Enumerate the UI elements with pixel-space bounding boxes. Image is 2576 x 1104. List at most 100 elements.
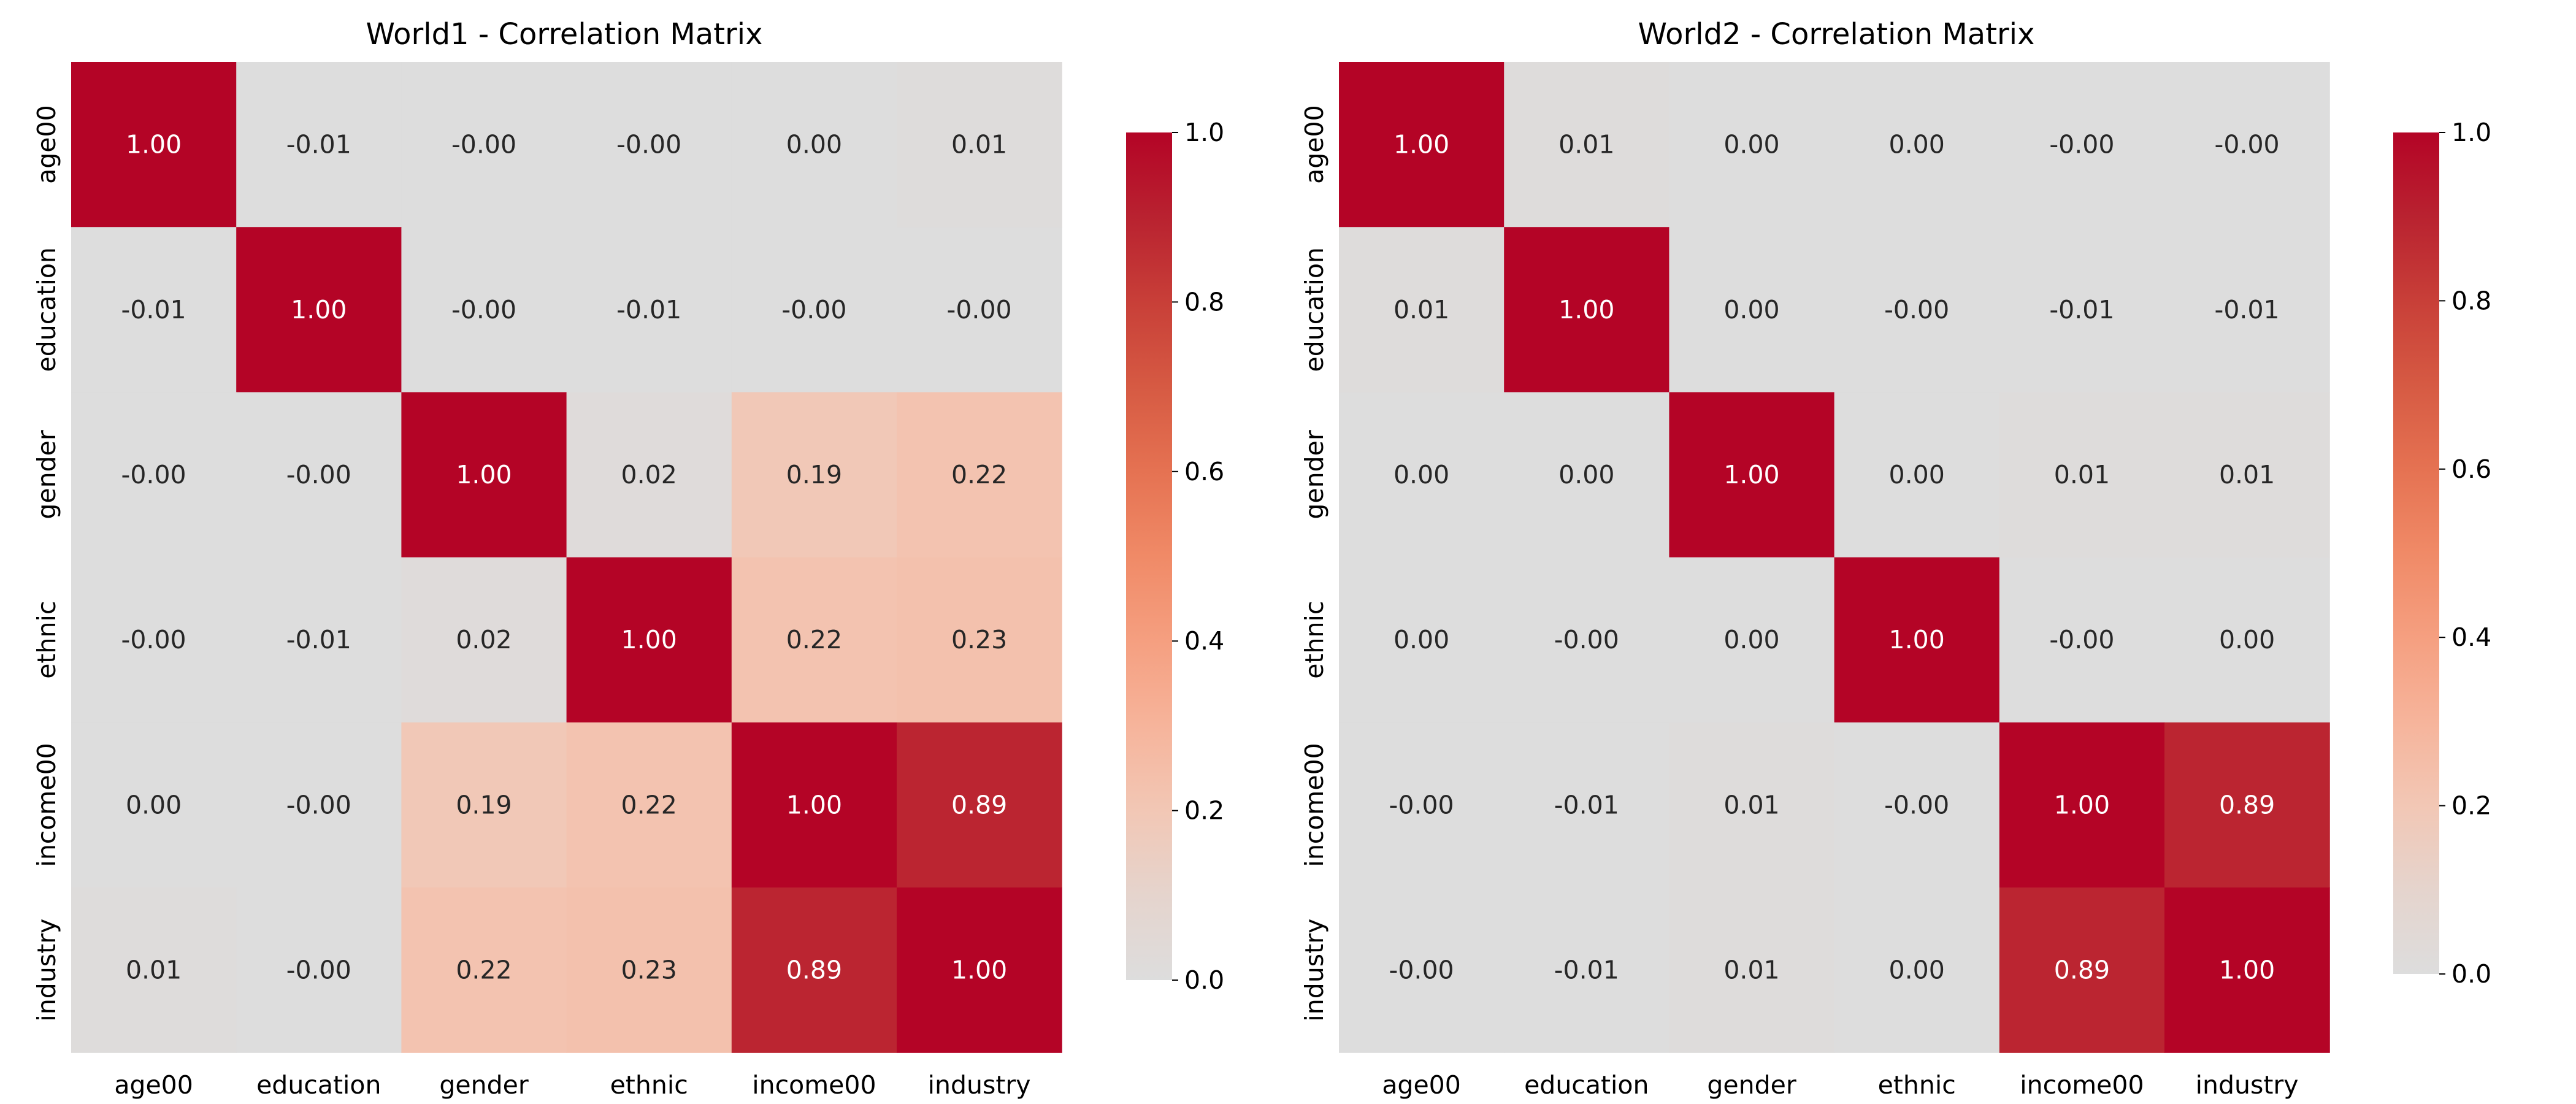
- cell-label: -0.01: [286, 625, 351, 654]
- colorbar-tick-label: 1.0: [2451, 118, 2491, 147]
- y-tick-label: industry: [1300, 919, 1329, 1022]
- heatmap-cell: [1834, 887, 2000, 1053]
- heatmap-cell: [236, 227, 402, 393]
- cell-label: -0.00: [1389, 790, 1454, 819]
- heatmap-cell: [1504, 722, 1669, 888]
- cell-label: 0.00: [1393, 625, 1449, 654]
- heatmap-cell: [1834, 392, 2000, 558]
- heatmap-cell: [401, 887, 567, 1053]
- heatmap-cell: [1834, 722, 2000, 888]
- heatmap-cell: [71, 557, 237, 723]
- cell-label: -0.00: [286, 460, 351, 489]
- cell-label: -0.00: [2215, 130, 2280, 159]
- heatmap-cell: [1339, 227, 1505, 393]
- heatmap-cell: [897, 887, 1062, 1053]
- heatmap-cell: [897, 557, 1062, 723]
- cell-label: 0.01: [1393, 295, 1449, 324]
- y-tick-label: ethnic: [1300, 601, 1329, 679]
- heatmap-cell: [401, 62, 567, 228]
- heatmap-cell: [236, 62, 402, 228]
- cell-label: 0.01: [951, 130, 1007, 159]
- colorbar-tick-label: 0.6: [2451, 454, 2491, 484]
- cell-label: 0.00: [1723, 130, 1779, 159]
- heatmap-cell: [236, 557, 402, 723]
- heatmap-cell: [1999, 887, 2165, 1053]
- cell-label: 0.00: [1393, 460, 1449, 489]
- heatmap-cell: [731, 722, 897, 888]
- x-tick-labels: age00 education gender ethnic income00 i…: [114, 1070, 1030, 1100]
- heatmap-cell: [1669, 227, 1835, 393]
- heatmap-cell: [897, 722, 1062, 888]
- heatmap-cell: [71, 227, 237, 393]
- heatmap-cell: [566, 557, 732, 723]
- heatmap-cell: [2164, 887, 2330, 1053]
- cell-label: 1.00: [786, 790, 842, 819]
- colorbar: 0.0 0.2 0.4 0.6 0.8 1.0: [1126, 118, 1224, 995]
- cell-label: -0.00: [1554, 625, 1619, 654]
- y-tick-label: education: [32, 247, 61, 372]
- colorbar-tick-label: 0.8: [1184, 287, 1224, 316]
- heatmap-cell: [897, 227, 1062, 393]
- heatmap-cell: [1834, 227, 2000, 393]
- cell-label: 1.00: [291, 295, 347, 324]
- colorbar-gradient: [2393, 132, 2439, 974]
- cell-label: -0.00: [451, 130, 516, 159]
- cell-label: -0.00: [2049, 625, 2114, 654]
- cell-label: -0.01: [1554, 956, 1619, 985]
- y-tick-label: age00: [32, 105, 61, 184]
- cell-label: 1.00: [1393, 130, 1449, 159]
- cell-label: -0.01: [616, 295, 681, 324]
- cell-label: -0.00: [286, 790, 351, 819]
- heatmap-cell: [2164, 557, 2330, 723]
- heatmap-cell: [731, 62, 897, 228]
- cell-label: 0.01: [2219, 460, 2275, 489]
- heatmap-cell: [401, 392, 567, 558]
- heatmap-cell: [1339, 557, 1505, 723]
- heatmap-cell: [71, 887, 237, 1053]
- heatmap-cell: [566, 392, 732, 558]
- cell-label: 0.00: [1723, 295, 1779, 324]
- heatmap-cell: [1504, 557, 1669, 723]
- y-tick-label: industry: [32, 919, 61, 1022]
- y-tick-label: income00: [32, 743, 61, 867]
- x-tick-label: age00: [114, 1070, 193, 1100]
- heatmap-cell: [71, 722, 237, 888]
- cell-label: -0.00: [2049, 130, 2114, 159]
- x-tick-label: gender: [1707, 1070, 1796, 1100]
- heatmap-cell: [401, 557, 567, 723]
- heatmap-cell: [1339, 887, 1505, 1053]
- panel-title: World1 - Correlation Matrix: [366, 17, 763, 52]
- heatmap-cell: [731, 227, 897, 393]
- colorbar: 0.0 0.2 0.4 0.6 0.8 1.0: [2393, 118, 2491, 989]
- cell-label: 0.89: [951, 790, 1007, 819]
- cell-label: 1.00: [2219, 956, 2275, 985]
- cell-label: -0.00: [947, 295, 1012, 324]
- heatmap-cell: [1339, 722, 1505, 888]
- x-tick-label: education: [256, 1070, 381, 1100]
- heatmap-cell: [1999, 392, 2165, 558]
- x-tick-label: ethnic: [610, 1070, 688, 1100]
- cell-label: -0.00: [781, 295, 846, 324]
- cell-label: 0.00: [1558, 460, 1614, 489]
- y-tick-labels: age00 education gender ethnic income00 i…: [1300, 105, 1329, 1021]
- cell-label: 0.01: [2054, 460, 2110, 489]
- colorbar-gradient: [1126, 132, 1172, 980]
- cell-label: 0.00: [1889, 956, 1945, 985]
- cell-label: 0.22: [951, 460, 1007, 489]
- cell-label: 1.00: [621, 625, 677, 654]
- cell-label: 0.22: [456, 956, 512, 985]
- y-tick-label: education: [1300, 247, 1329, 372]
- heatmap-cell: [566, 722, 732, 888]
- heatmap-cell: [731, 557, 897, 723]
- y-tick-label: age00: [1300, 105, 1329, 184]
- cell-label: 0.00: [2219, 625, 2275, 654]
- heatmap-cell: [731, 887, 897, 1053]
- heatmap-cell: [236, 722, 402, 888]
- colorbar-tick-label: 0.4: [2451, 623, 2491, 652]
- cell-label: 0.22: [786, 625, 842, 654]
- heatmap-cell: [1669, 62, 1835, 228]
- cell-label: 1.00: [1723, 460, 1779, 489]
- colorbar-tick-label: 1.0: [1184, 118, 1224, 147]
- cell-label: -0.01: [121, 295, 186, 324]
